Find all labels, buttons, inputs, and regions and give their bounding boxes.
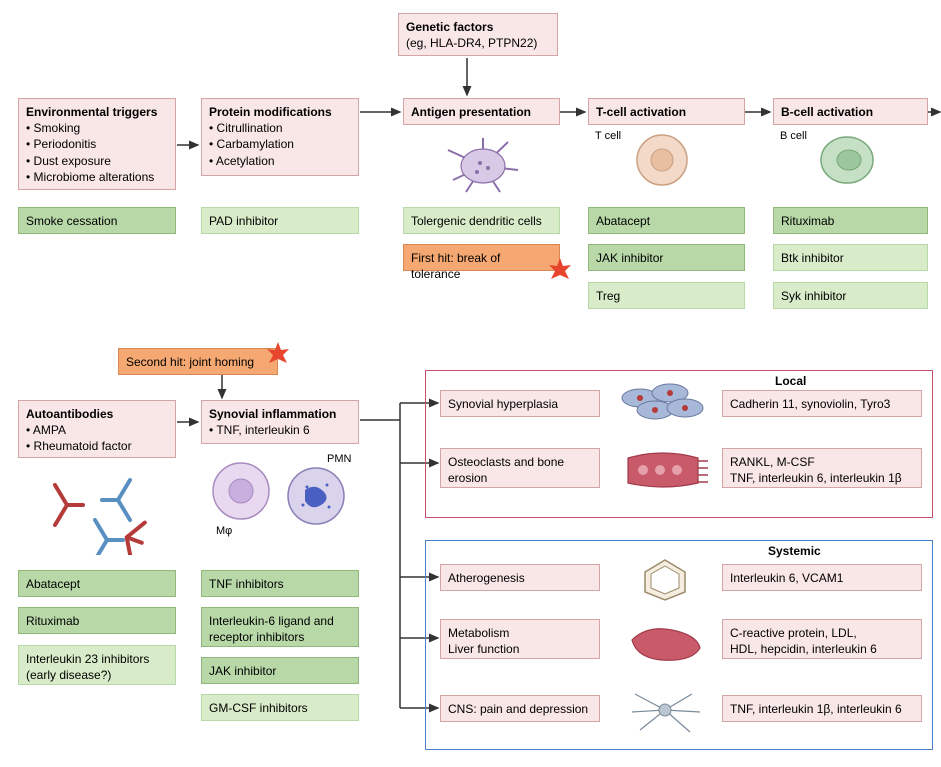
local-left-1: Osteoclasts and bone erosion — [440, 448, 600, 488]
protein-item: Citrullination — [209, 120, 351, 136]
env-green-0: Smoke cessation — [18, 207, 176, 234]
synovial-cells-icon — [615, 378, 715, 428]
genetic-title: Genetic factors — [406, 19, 550, 35]
local-hdr: Local — [775, 374, 806, 388]
tcell-green-2: Treg — [588, 282, 745, 309]
auto-green-2: Interleukin 23 inhibitors (early disease… — [18, 645, 176, 685]
env-item: Microbiome alterations — [26, 169, 168, 185]
tcell-green-0: Abatacept — [588, 207, 745, 234]
neuron-icon — [620, 682, 710, 737]
dendritic-cell-icon — [438, 130, 528, 202]
bcell-icon — [817, 130, 877, 190]
syn-green-3: GM-CSF inhibitors — [201, 694, 359, 721]
second-hit-text: Second hit: joint homing — [126, 355, 254, 369]
syn-green-2: JAK inhibitor — [201, 657, 359, 684]
pmn-icon — [285, 465, 347, 527]
vessel-icon — [630, 552, 700, 604]
env-item: Dust exposure — [26, 153, 168, 169]
osteoclast-icon — [618, 443, 713, 493]
syn-title: Synovial inflammation — [209, 406, 351, 422]
genetic-factors-box: Genetic factors (eg, HLA-DR4, PTPN22) — [398, 13, 558, 56]
auto-green-1: Rituximab — [18, 607, 176, 634]
antigen-title: Antigen presentation — [411, 105, 531, 119]
antibodies-icon — [35, 465, 155, 555]
synovial-box: Synovial inflammation TNF, interleukin 6 — [201, 400, 359, 444]
local-right-1: RANKL, M-CSF TNF, interleukin 6, interle… — [722, 448, 922, 488]
bcell-green-2: Syk inhibitor — [773, 282, 928, 309]
mphi-label: Mφ — [216, 525, 232, 537]
sys-left-0: Atherogenesis — [440, 564, 600, 591]
env-title: Environmental triggers — [26, 104, 168, 120]
tcell-title: T-cell activation — [596, 105, 686, 119]
env-item: Smoking — [26, 120, 168, 136]
bcell-box: B-cell activation — [773, 98, 928, 125]
protein-item: Acetylation — [209, 153, 351, 169]
liver-icon — [622, 620, 707, 668]
starburst-icon — [548, 258, 572, 282]
syn-green-0: TNF inhibitors — [201, 570, 359, 597]
local-right-0: Cadherin 11, synoviolin, Tyro3 — [722, 390, 922, 417]
sys-left-1: Metabolism Liver function — [440, 619, 600, 659]
protein-green-0: PAD inhibitor — [201, 207, 359, 234]
sys-right-2: TNF, interleukin 1β, interleukin 6 — [722, 695, 922, 722]
systemic-hdr: Systemic — [768, 544, 821, 558]
sys-right-1: C-reactive protein, LDL, HDL, hepcidin, … — [722, 619, 922, 659]
pmn-label: PMN — [327, 453, 351, 465]
local-left-0: Synovial hyperplasia — [440, 390, 600, 417]
tcell-icon — [632, 130, 692, 190]
protein-item: Carbamylation — [209, 136, 351, 152]
protein-title: Protein modifications — [209, 104, 351, 120]
tcell-box: T-cell activation — [588, 98, 745, 125]
bcell-label: B cell — [780, 130, 807, 142]
syn-green-1: Interleukin-6 ligand and receptor inhibi… — [201, 607, 359, 647]
antigen-green-0: Tolergenic dendritic cells — [403, 207, 560, 234]
syn-item: TNF, interleukin 6 — [209, 422, 351, 438]
starburst-icon-2 — [266, 342, 290, 366]
first-hit-text: First hit: break of tolerance — [411, 251, 500, 281]
macrophage-icon — [210, 460, 272, 522]
autoantibodies-box: Autoantibodies AMPA Rheumatoid factor — [18, 400, 176, 458]
auto-title: Autoantibodies — [26, 406, 168, 422]
bcell-green-0: Rituximab — [773, 207, 928, 234]
tcell-green-1: JAK inhibitor — [588, 244, 745, 271]
sys-left-2: CNS: pain and depression — [440, 695, 600, 722]
protein-mods-box: Protein modifications Citrullination Car… — [201, 98, 359, 176]
env-triggers-box: Environmental triggers Smoking Periodoni… — [18, 98, 176, 190]
tcell-label: T cell — [595, 130, 621, 142]
auto-item: AMPA — [26, 422, 168, 438]
genetic-sub: (eg, HLA-DR4, PTPN22) — [406, 35, 550, 51]
first-hit-box: First hit: break of tolerance — [403, 244, 560, 271]
bcell-title: B-cell activation — [781, 105, 873, 119]
bcell-green-1: Btk inhibitor — [773, 244, 928, 271]
antigen-box: Antigen presentation — [403, 98, 560, 125]
second-hit-box: Second hit: joint homing — [118, 348, 278, 375]
auto-item: Rheumatoid factor — [26, 438, 168, 454]
sys-right-0: Interleukin 6, VCAM1 — [722, 564, 922, 591]
auto-green-0: Abatacept — [18, 570, 176, 597]
env-item: Periodonitis — [26, 136, 168, 152]
